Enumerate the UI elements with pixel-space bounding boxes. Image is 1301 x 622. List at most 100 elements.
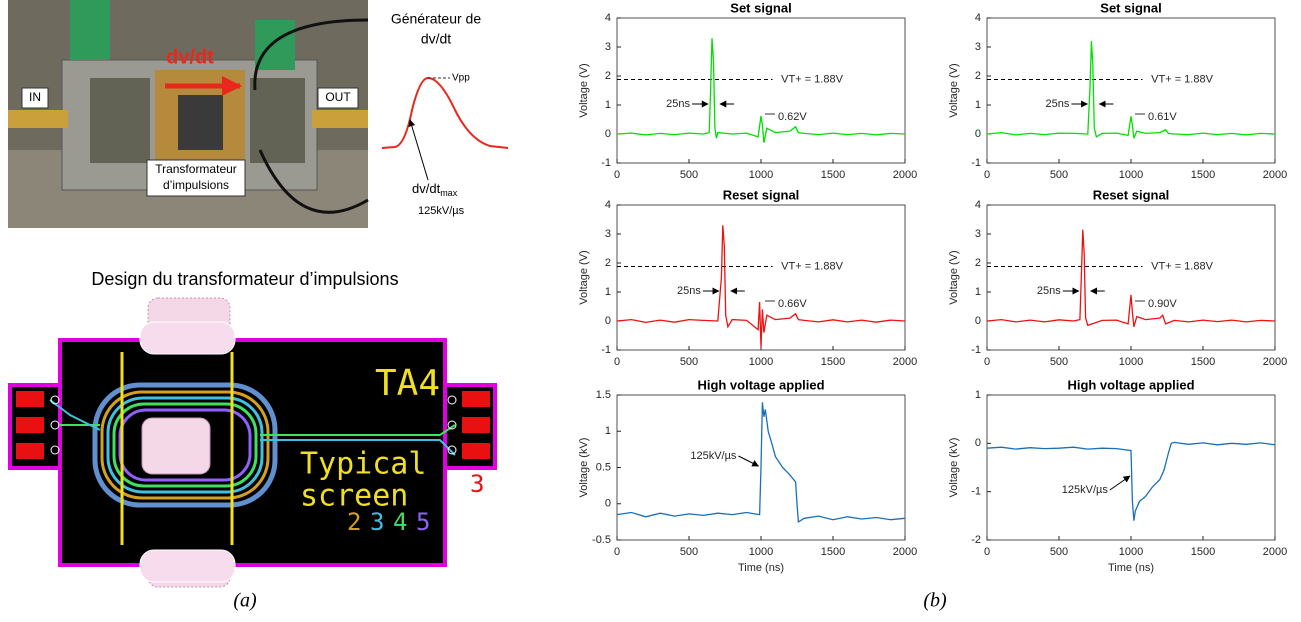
plot-frame <box>616 17 906 164</box>
y-tick-label: 3 <box>605 41 611 53</box>
y-tick-label: 1 <box>975 389 981 401</box>
x-tick-label: 500 <box>1050 546 1068 558</box>
x-tick-label: 0 <box>984 169 990 181</box>
x-tick-label: 1500 <box>821 546 845 558</box>
slope-label: 125kV/µs <box>690 450 737 462</box>
threshold-label: VT+ = 1.88V <box>781 260 843 272</box>
x-tick-label: 1000 <box>1119 546 1143 558</box>
y-tick-label: 2 <box>605 70 611 82</box>
vpp-label: Vpp <box>452 73 470 84</box>
peak-label: 0.62V <box>778 111 807 123</box>
layer-number: 5 <box>416 508 430 536</box>
layer-number: 3 <box>370 508 384 536</box>
transformer-box <box>146 159 246 197</box>
chart-title: High voltage applied <box>1067 377 1194 392</box>
x-tick-label: 500 <box>1050 356 1068 368</box>
arrow <box>1109 475 1131 491</box>
caption: (a) <box>233 590 257 612</box>
y-tick-label: -1 <box>971 157 981 169</box>
threshold-label: VT+ = 1.88V <box>1151 73 1213 85</box>
screen-label: Typical <box>300 447 426 482</box>
y-tick-label: 0 <box>605 128 611 140</box>
y-tick-label: 3 <box>975 228 981 240</box>
y-tick-label: -1 <box>601 157 611 169</box>
x-tick-label: 1000 <box>749 169 773 181</box>
peak-label: 0.61V <box>1148 111 1177 123</box>
x-tick-label: 1500 <box>821 356 845 368</box>
chart-title: Reset signal <box>723 187 800 202</box>
y-tick-label: 2 <box>605 257 611 269</box>
arrow <box>738 455 760 467</box>
y-axis-label: Voltage (V) <box>948 250 960 304</box>
signal-line <box>616 38 906 143</box>
y-tick-label: 1 <box>975 286 981 298</box>
dvdt-label: dv/dt <box>166 46 214 68</box>
x-tick-label: 2000 <box>1263 356 1287 368</box>
y-axis-label: Voltage (V) <box>578 63 590 117</box>
y-axis-label: Voltage (kV) <box>948 438 960 498</box>
signal-line <box>986 441 1276 521</box>
signal-line <box>616 225 906 348</box>
y-tick-label: 2 <box>975 70 981 82</box>
y-tick-label: 3 <box>605 228 611 240</box>
y-tick-label: -0.5 <box>592 534 611 546</box>
x-axis-label: Time (ns) <box>738 562 784 574</box>
threshold-label: VT+ = 1.88V <box>1151 260 1213 272</box>
y-tick-label: 0 <box>605 315 611 327</box>
chart-title: High voltage applied <box>697 377 824 392</box>
x-tick-label: 500 <box>680 356 698 368</box>
x-tick-label: 1000 <box>1119 169 1143 181</box>
x-tick-label: 2000 <box>893 546 917 558</box>
signal-line <box>986 229 1276 327</box>
design-title: Design du transformateur d’impulsions <box>91 269 398 289</box>
peak-label: 0.66V <box>778 298 807 310</box>
transformer-label: Transformateur <box>155 162 237 176</box>
x-tick-label: 0 <box>614 356 620 368</box>
y-axis-label: Voltage (V) <box>578 250 590 304</box>
y-tick-label: 4 <box>605 199 611 211</box>
y-axis-label: Voltage (V) <box>948 63 960 117</box>
y-tick-label: 1 <box>605 286 611 298</box>
x-tick-label: 1500 <box>1191 546 1215 558</box>
y-tick-label: 0 <box>975 437 981 449</box>
x-tick-label: 1000 <box>1119 356 1143 368</box>
chart-title: Reset signal <box>1093 187 1170 202</box>
y-tick-label: 1 <box>605 425 611 437</box>
chart-title: Set signal <box>730 0 791 15</box>
x-tick-label: 1500 <box>1191 169 1215 181</box>
x-tick-label: 0 <box>984 546 990 558</box>
layer-number: 2 <box>347 508 361 536</box>
x-tick-label: 1000 <box>749 546 773 558</box>
generator-title: Générateur de <box>391 11 481 27</box>
out-box <box>317 87 359 109</box>
y-tick-label: -1 <box>971 486 981 498</box>
caption: (b) <box>923 590 947 612</box>
in-box <box>21 87 49 109</box>
slope-main: dv/dt <box>412 181 441 196</box>
x-tick-label: 1000 <box>749 356 773 368</box>
x-tick-label: 0 <box>614 169 620 181</box>
signal-line <box>616 402 906 524</box>
x-tick-label: 2000 <box>893 169 917 181</box>
x-tick-label: 2000 <box>1263 169 1287 181</box>
slope-label: dv/dtmax <box>412 181 458 198</box>
pulse-width-label: 25ns <box>1037 285 1061 297</box>
x-tick-label: 500 <box>680 546 698 558</box>
x-tick-label: 500 <box>1050 169 1068 181</box>
out-label: OUT <box>325 90 351 104</box>
y-tick-label: -2 <box>971 534 981 546</box>
y-tick-label: 1.5 <box>596 389 611 401</box>
x-tick-label: 1500 <box>821 169 845 181</box>
y-tick-label: 0 <box>975 128 981 140</box>
slope-value: 125kV/µs <box>418 205 465 217</box>
y-tick-label: 2 <box>975 257 981 269</box>
x-tick-label: 500 <box>680 169 698 181</box>
x-tick-label: 0 <box>984 356 990 368</box>
peak-label: 0.90V <box>1148 298 1177 310</box>
transformer-label: d’impulsions <box>163 178 229 192</box>
threshold-label: VT+ = 1.88V <box>781 73 843 85</box>
x-tick-label: 2000 <box>1263 546 1287 558</box>
signal-line <box>986 41 1276 139</box>
generator-title: dv/dt <box>421 31 451 47</box>
plot-frame <box>986 17 1276 164</box>
